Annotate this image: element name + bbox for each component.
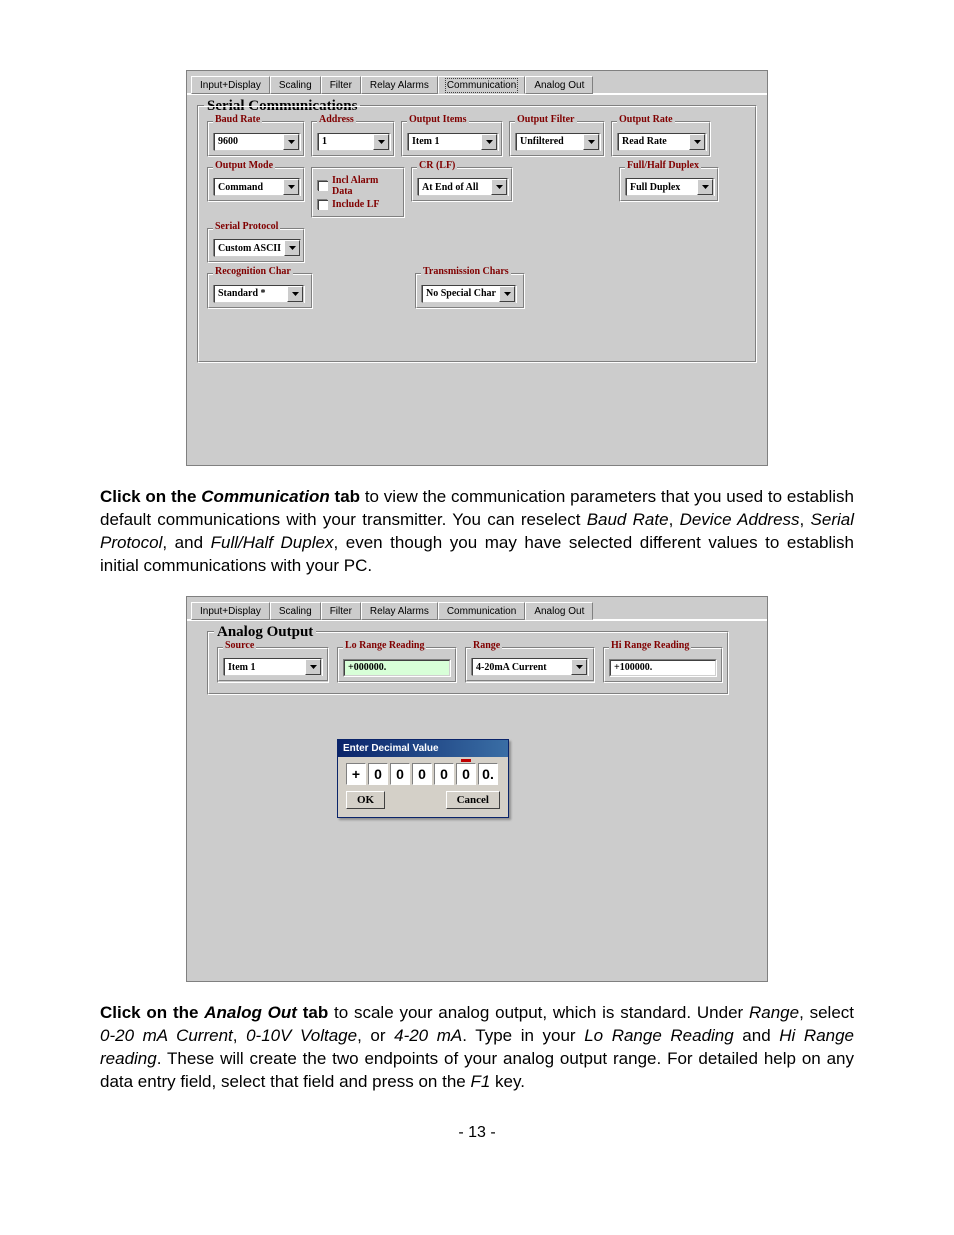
dialog-enter-decimal: Enter Decimal Value + 0 0 0 0 0 0. OK Ca… — [337, 739, 509, 818]
tab-input-display[interactable]: Input+Display — [191, 76, 270, 94]
paragraph-analog-out: Click on the Analog Out tab to scale you… — [100, 1002, 854, 1094]
dropdown-output-rate[interactable]: Read Rate — [617, 133, 707, 151]
input-hi-range[interactable]: +100000. — [609, 659, 717, 677]
digit-0[interactable]: 0 — [368, 763, 388, 785]
digit-row: + 0 0 0 0 0 0. — [338, 757, 508, 789]
chevron-down-icon — [373, 134, 389, 150]
dropdown-crlf[interactable]: At End of All — [417, 178, 509, 196]
tab-filter[interactable]: Filter — [321, 602, 361, 620]
label-lo-range: Lo Range Reading — [343, 640, 426, 651]
checkbox-icon — [317, 180, 328, 191]
cancel-button[interactable]: Cancel — [446, 791, 500, 809]
tab-scaling[interactable]: Scaling — [270, 76, 321, 94]
tab-relay-alarms[interactable]: Relay Alarms — [361, 602, 438, 620]
digit-4[interactable]: 0 — [456, 763, 476, 785]
paragraph-communication: Click on the Communication tab to view t… — [100, 486, 854, 578]
chevron-down-icon — [571, 659, 587, 675]
dropdown-range[interactable]: 4-20mA Current — [471, 658, 589, 676]
dialog-title: Enter Decimal Value — [338, 740, 508, 757]
label-output-mode: Output Mode — [213, 160, 275, 171]
input-lo-range[interactable]: +000000. — [343, 659, 451, 677]
label-serial-protocol: Serial Protocol — [213, 221, 280, 232]
chevron-down-icon — [287, 286, 303, 302]
label-hi-range: Hi Range Reading — [609, 640, 691, 651]
tab-communication[interactable]: Communication — [438, 76, 525, 94]
label-output-filter: Output Filter — [515, 114, 577, 125]
digit-5[interactable]: 0. — [478, 763, 498, 785]
document-page: Input+Display Scaling Filter Relay Alarm… — [0, 0, 954, 1182]
digit-sign[interactable]: + — [346, 763, 366, 785]
checkbox-include-lf[interactable]: Include LF — [317, 199, 399, 210]
chevron-down-icon — [491, 179, 507, 195]
checkbox-incl-alarm[interactable]: Incl Alarm Data — [317, 175, 399, 197]
label-baud-rate: Baud Rate — [213, 114, 262, 125]
dropdown-recognition-char[interactable]: Standard * — [213, 285, 305, 303]
dropdown-serial-protocol[interactable]: Custom ASCII — [213, 239, 301, 257]
tab-scaling[interactable]: Scaling — [270, 602, 321, 620]
label-crlf: CR (LF) — [417, 160, 457, 171]
page-number: - 13 - — [100, 1124, 854, 1142]
chevron-down-icon — [283, 179, 299, 195]
label-address: Address — [317, 114, 356, 125]
dropdown-output-filter[interactable]: Unfiltered — [515, 133, 601, 151]
tab-analog-out[interactable]: Analog Out — [525, 602, 593, 620]
dropdown-transmission-chars[interactable]: No Special Char — [421, 285, 517, 303]
chevron-down-icon — [283, 134, 299, 150]
chevron-down-icon — [481, 134, 497, 150]
dropdown-baud-rate[interactable]: 9600 — [213, 133, 301, 151]
tab-input-display[interactable]: Input+Display — [191, 602, 270, 620]
tab-filter[interactable]: Filter — [321, 76, 361, 94]
digit-1[interactable]: 0 — [390, 763, 410, 785]
label-full-half: Full/Half Duplex — [625, 160, 701, 171]
tab-bar: Input+Display Scaling Filter Relay Alarm… — [187, 71, 767, 94]
chevron-down-icon — [305, 659, 321, 675]
label-output-items: Output Items — [407, 114, 469, 125]
dropdown-output-items[interactable]: Item 1 — [407, 133, 499, 151]
screenshot-communication: Input+Display Scaling Filter Relay Alarm… — [186, 70, 768, 466]
tab-relay-alarms[interactable]: Relay Alarms — [361, 76, 438, 94]
tab-bar-2: Input+Display Scaling Filter Relay Alarm… — [187, 597, 767, 620]
dropdown-address[interactable]: 1 — [317, 133, 391, 151]
dropdown-full-half[interactable]: Full Duplex — [625, 178, 715, 196]
label-source: Source — [223, 640, 256, 651]
tab-analog-out[interactable]: Analog Out — [525, 76, 593, 94]
dropdown-source[interactable]: Item 1 — [223, 658, 323, 676]
label-transmission-chars: Transmission Chars — [421, 266, 511, 277]
chevron-down-icon — [583, 134, 599, 150]
label-recognition-char: Recognition Char — [213, 266, 293, 277]
group-analog-output: Analog Output — [214, 624, 316, 641]
chevron-down-icon — [697, 179, 713, 195]
checkbox-icon — [317, 199, 328, 210]
dropdown-output-mode[interactable]: Command — [213, 178, 301, 196]
label-output-rate: Output Rate — [617, 114, 675, 125]
ok-button[interactable]: OK — [346, 791, 385, 809]
chevron-down-icon — [499, 286, 515, 302]
screenshot-analog-out: Input+Display Scaling Filter Relay Alarm… — [186, 596, 768, 982]
chevron-down-icon — [689, 134, 705, 150]
chevron-down-icon — [284, 240, 300, 256]
label-range: Range — [471, 640, 502, 651]
digit-3[interactable]: 0 — [434, 763, 454, 785]
digit-2[interactable]: 0 — [412, 763, 432, 785]
tab-communication[interactable]: Communication — [438, 602, 525, 620]
